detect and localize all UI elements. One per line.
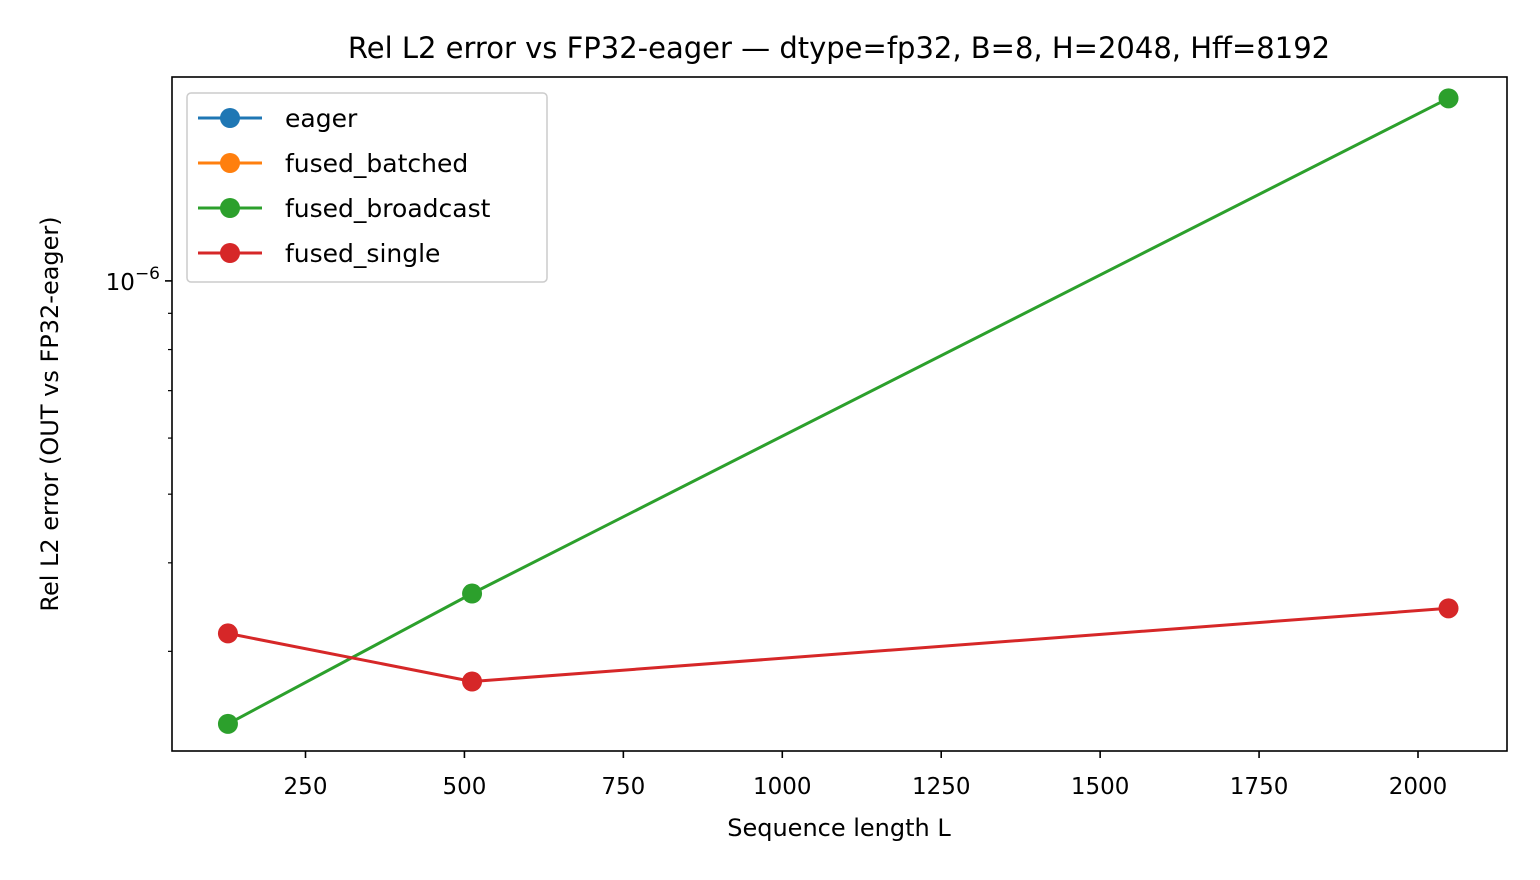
data-point-fused_single	[462, 671, 483, 692]
y-axis: 10−6	[106, 264, 172, 652]
chart-title: Rel L2 error vs FP32-eager — dtype=fp32,…	[348, 31, 1330, 65]
data-point-fused_single	[1438, 598, 1459, 619]
legend-marker	[220, 108, 240, 128]
legend-label: fused_batched	[285, 149, 468, 178]
plot-area	[217, 88, 1459, 734]
x-axis-label: Sequence length L	[727, 814, 951, 842]
x-tick-label: 500	[442, 774, 486, 800]
x-tick-label: 1750	[1230, 774, 1289, 800]
legend-marker	[220, 153, 240, 173]
data-point-fused_broadcast	[1438, 88, 1459, 109]
legend-label: fused_single	[285, 239, 440, 268]
legend-label: fused_broadcast	[285, 194, 491, 223]
plot-frame	[171, 76, 1508, 752]
data-point-fused_broadcast	[462, 583, 483, 604]
y-tick-label: 10−6	[106, 264, 160, 296]
series-line-fused_single	[227, 606, 1449, 683]
x-tick-label: 2000	[1389, 774, 1448, 800]
data-point-fused_broadcast	[217, 713, 238, 734]
x-axis: 250 500 750 1000 1250 1500 1750 2000	[284, 751, 1448, 800]
legend-marker	[220, 243, 240, 263]
x-tick-label: 750	[601, 774, 645, 800]
legend: eager fused_batched fused_broadcast fused_s…	[186, 92, 548, 283]
data-point-fused_single	[217, 623, 238, 644]
y-axis-label: Rel L2 error (OUT vs FP32-eager)	[36, 216, 64, 611]
legend-marker	[220, 198, 240, 218]
x-tick-label: 250	[284, 774, 328, 800]
x-tick-label: 1000	[753, 774, 812, 800]
x-tick-label: 1500	[1071, 774, 1130, 800]
legend-box	[186, 92, 548, 283]
legend-label: eager	[285, 104, 358, 133]
x-tick-label: 1250	[912, 774, 971, 800]
